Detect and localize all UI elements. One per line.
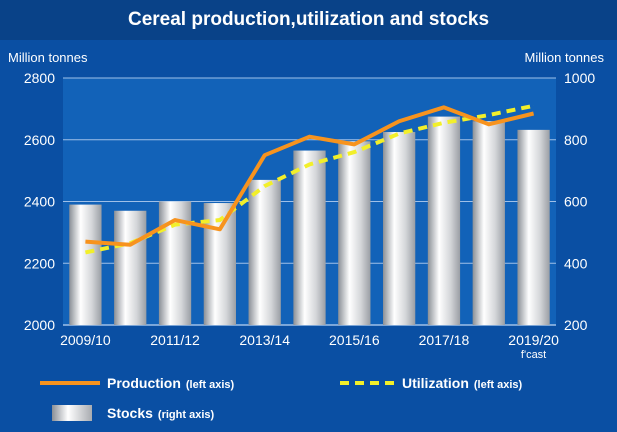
left-tick-label: 2800: [24, 70, 55, 86]
x-tick-label: 2019/20: [508, 332, 559, 348]
x-tick-label: 2015/16: [329, 332, 380, 348]
stocks-bar: [383, 132, 416, 325]
legend-stocks-swatch: [52, 405, 92, 421]
right-tick-label: 600: [564, 194, 588, 210]
legend-production-note: (left axis): [186, 379, 235, 391]
stocks-bars: [69, 116, 550, 325]
axis-labels: 2800 1000 2600 800 2400 600 2200 400 2000 200 Mill…: [8, 50, 604, 361]
stocks-bar: [69, 204, 102, 325]
stocks-bar: [203, 203, 236, 325]
x-tick-sublabel: f'cast: [521, 349, 546, 361]
left-tick-label: 2400: [24, 194, 55, 210]
right-tick-label: 200: [564, 317, 588, 333]
stocks-bar: [517, 129, 550, 325]
right-tick-label: 400: [564, 255, 588, 271]
stocks-bar: [293, 150, 326, 325]
legend-stocks-note: (right axis): [158, 409, 215, 421]
right-axis-unit: Million tonnes: [525, 50, 605, 65]
x-tick-label: 2017/18: [419, 332, 470, 348]
right-tick-label: 1000: [564, 70, 595, 86]
legend-utilization-note: (left axis): [474, 379, 523, 391]
chart-title: Cereal production,utilization and stocks: [127, 9, 490, 30]
legend-utilization-label: Utilization (left axis): [402, 375, 523, 391]
left-tick-label: 2000: [24, 317, 55, 333]
left-tick-label: 2600: [24, 132, 55, 148]
stocks-bar: [472, 121, 505, 325]
stocks-bar: [427, 116, 461, 325]
title-bar: Cereal production,utilization and stocks: [0, 0, 617, 40]
x-tick-label: 2009/10: [60, 332, 111, 348]
left-axis-unit: Million tonnes: [8, 50, 88, 65]
legend: Production (left axis) Utilization (left ax…: [40, 375, 523, 421]
legend-production-label: Production (left axis): [107, 375, 235, 391]
stocks-bar: [114, 210, 147, 325]
x-tick-label: 2011/12: [150, 332, 200, 348]
right-tick-label: 800: [564, 132, 588, 148]
x-tick-label: 2013/14: [239, 332, 290, 348]
stocks-bar: [248, 179, 281, 325]
legend-stocks-label: Stocks (right axis): [107, 405, 214, 421]
series-lines: [85, 103, 535, 255]
stocks-bar: [338, 141, 371, 325]
left-tick-label: 2200: [24, 255, 55, 271]
